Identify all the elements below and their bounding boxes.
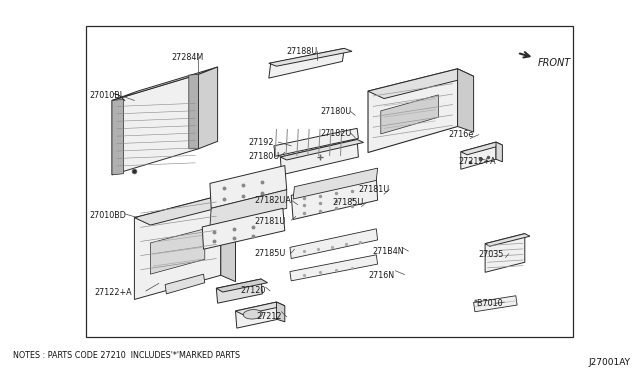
Polygon shape (290, 229, 378, 259)
Text: FRONT: FRONT (538, 58, 571, 68)
Text: 27284M: 27284M (172, 53, 204, 62)
Polygon shape (368, 69, 458, 153)
Text: 27181U: 27181U (358, 185, 390, 194)
Text: 2716e: 2716e (448, 130, 473, 139)
Polygon shape (165, 274, 205, 294)
Polygon shape (112, 67, 218, 100)
Text: 27180U: 27180U (248, 153, 280, 161)
Polygon shape (496, 142, 502, 162)
Text: 27192: 27192 (248, 138, 274, 147)
Text: 2716N: 2716N (369, 271, 395, 280)
Text: 27010BI: 27010BI (90, 92, 123, 100)
Polygon shape (189, 74, 198, 149)
Text: 27122+A: 27122+A (95, 288, 132, 296)
Polygon shape (134, 195, 221, 299)
Polygon shape (280, 140, 364, 160)
Text: 27188U: 27188U (287, 47, 318, 56)
Polygon shape (216, 279, 268, 292)
Polygon shape (274, 128, 358, 156)
Polygon shape (485, 234, 530, 246)
Text: 27010BD: 27010BD (90, 211, 127, 220)
Polygon shape (293, 168, 378, 199)
Text: 27212: 27212 (256, 312, 282, 321)
Polygon shape (236, 302, 285, 315)
Polygon shape (368, 69, 474, 99)
Polygon shape (134, 195, 236, 225)
Polygon shape (221, 195, 236, 282)
Polygon shape (290, 255, 378, 281)
Text: 27035: 27035 (479, 250, 504, 259)
Polygon shape (269, 48, 352, 66)
Polygon shape (458, 69, 474, 132)
Text: 27182U: 27182U (320, 129, 351, 138)
Polygon shape (381, 95, 438, 134)
Text: 27212+A: 27212+A (458, 157, 496, 166)
Text: 27120: 27120 (241, 286, 266, 295)
Polygon shape (280, 140, 358, 175)
Polygon shape (461, 142, 502, 155)
Polygon shape (216, 279, 262, 303)
Polygon shape (276, 302, 285, 322)
Text: 27180U: 27180U (320, 107, 351, 116)
Text: *B7010: *B7010 (474, 299, 503, 308)
Polygon shape (210, 190, 287, 227)
Polygon shape (291, 177, 378, 219)
Text: 27185U: 27185U (333, 198, 364, 207)
Text: 271B4N: 271B4N (372, 247, 404, 256)
Text: 27181U: 27181U (255, 217, 286, 226)
Ellipse shape (243, 310, 262, 319)
Polygon shape (202, 208, 285, 249)
Polygon shape (461, 142, 496, 169)
Polygon shape (269, 48, 344, 78)
Polygon shape (198, 67, 218, 149)
Polygon shape (150, 229, 205, 274)
Polygon shape (485, 234, 525, 272)
Polygon shape (112, 74, 198, 175)
Text: NOTES : PARTS CODE 27210  INCLUDES'*'MARKED PARTS: NOTES : PARTS CODE 27210 INCLUDES'*'MARK… (13, 351, 240, 360)
Text: 27185U: 27185U (255, 249, 286, 258)
Polygon shape (474, 296, 517, 312)
Text: 27182UA: 27182UA (255, 196, 292, 205)
Text: J27001AY: J27001AY (588, 358, 630, 367)
Polygon shape (236, 302, 278, 328)
Polygon shape (210, 166, 287, 208)
Polygon shape (112, 99, 124, 175)
